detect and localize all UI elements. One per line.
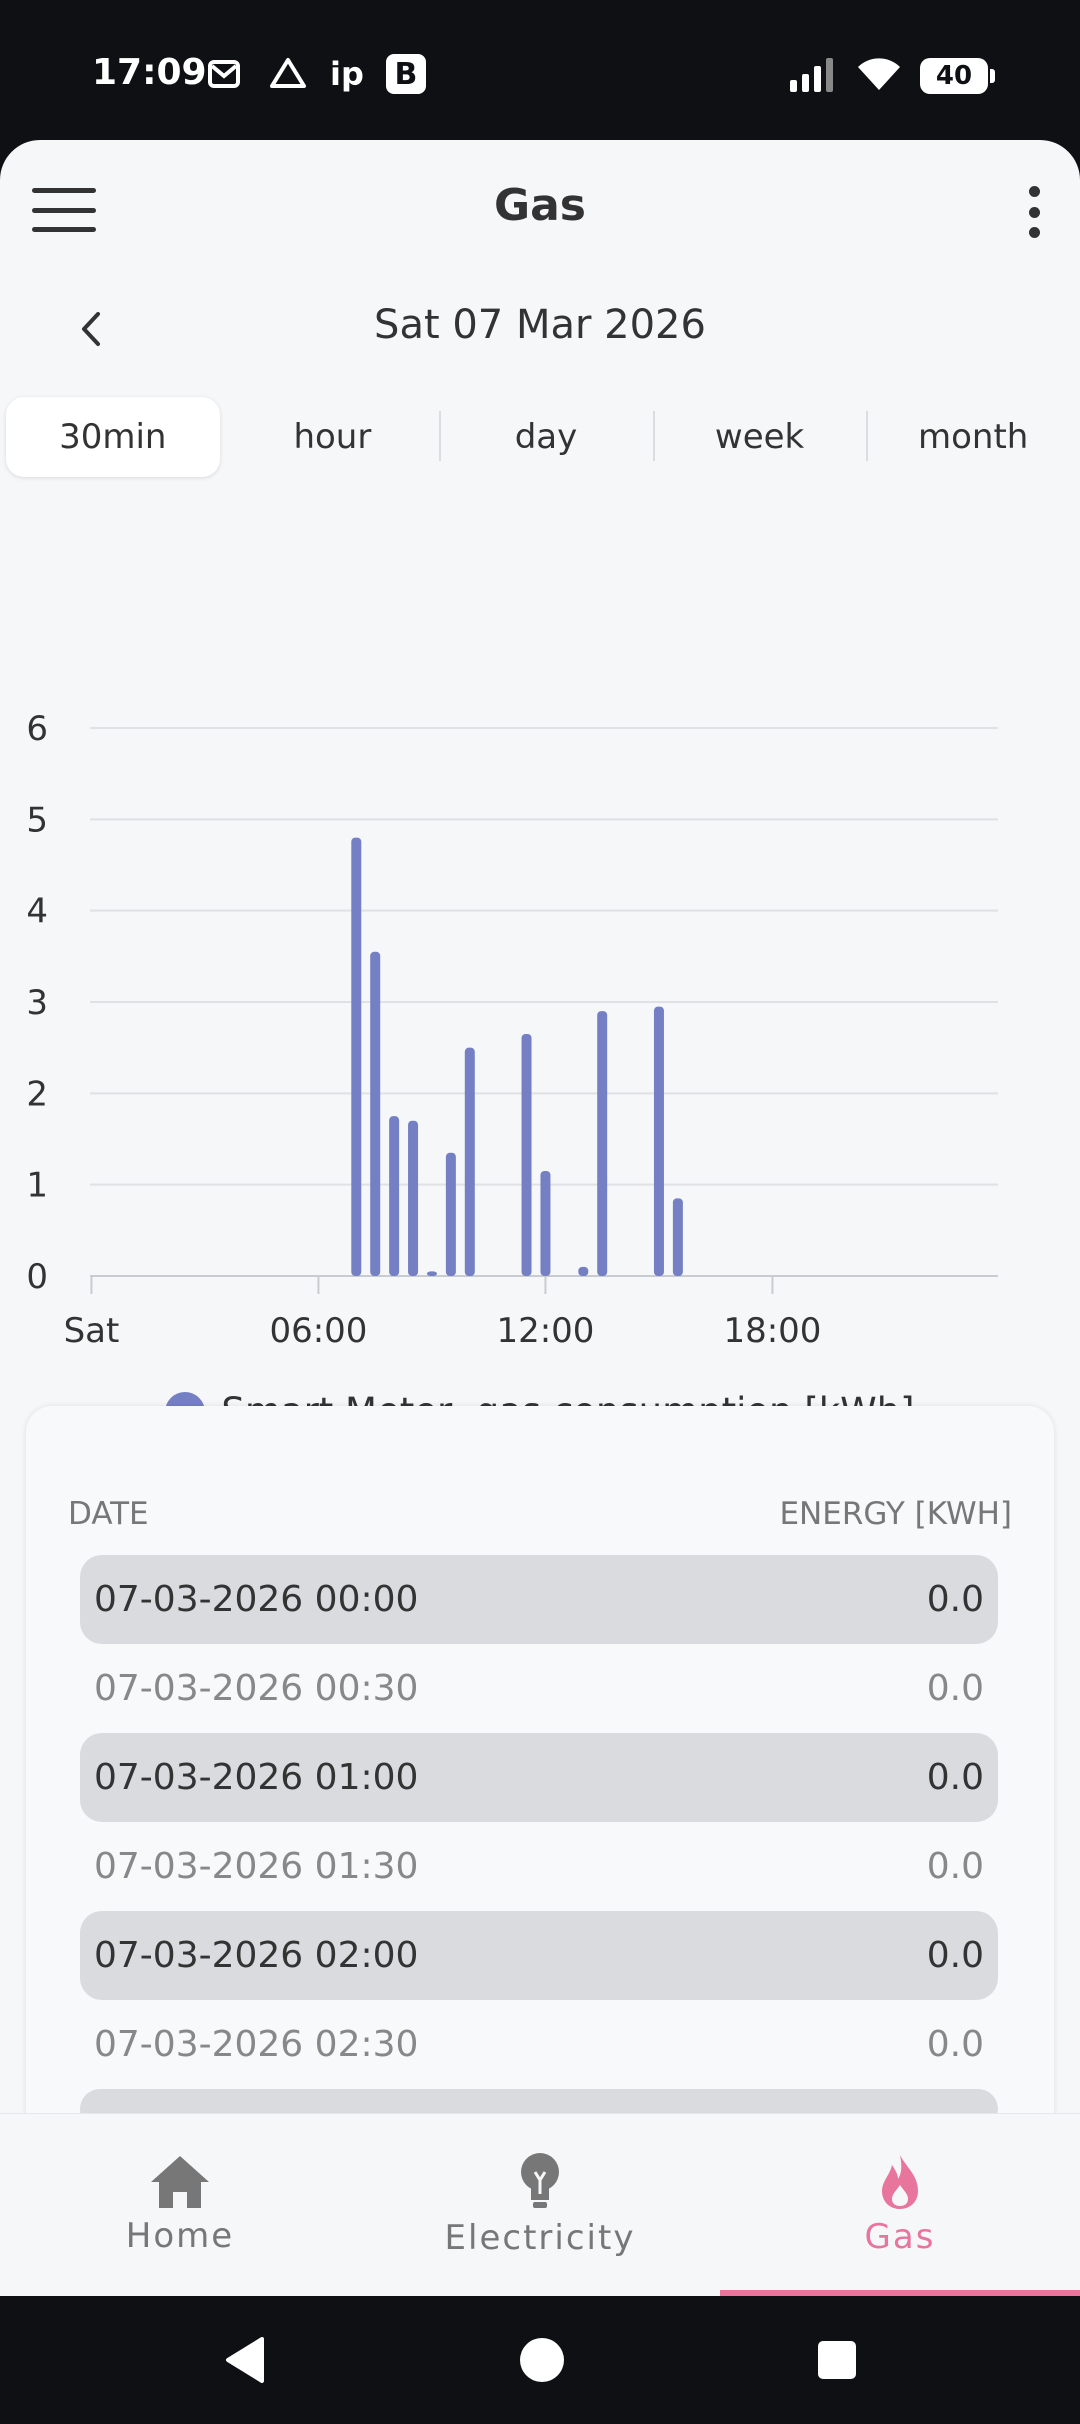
y-tick-label: 2 (26, 1074, 48, 1114)
period-week[interactable]: week (652, 395, 867, 479)
row-energy: 0.0 (926, 1668, 984, 1709)
home-icon (151, 2156, 209, 2208)
bar-11:30[interactable] (521, 1033, 532, 1276)
period-month[interactable]: month (866, 395, 1080, 479)
row-date: 07-03-2026 02:00 (94, 1935, 419, 1976)
row-energy: 0.0 (926, 1579, 984, 1620)
bulb-icon (521, 2153, 559, 2208)
system-navigation-bar (0, 2296, 1080, 2424)
nav-home[interactable]: Home (0, 2114, 360, 2296)
y-tick-label: 4 (26, 892, 48, 932)
bar-10:00[interactable] (464, 1047, 475, 1276)
y-tick-label: 3 (26, 983, 48, 1023)
chevron-left-icon (82, 312, 100, 346)
bar-13:30[interactable] (597, 1011, 608, 1276)
nav-home-label: Home (125, 2216, 235, 2256)
previous-date-button[interactable] (70, 304, 110, 354)
row-date: 07-03-2026 01:30 (94, 1846, 419, 1887)
status-left-icons: ip B (206, 54, 426, 94)
top-app-bar: Gas (0, 140, 1080, 280)
back-triangle-icon[interactable] (222, 2335, 268, 2385)
status-time: 17:09 (92, 52, 207, 93)
table-row[interactable]: 07-03-2026 00:00 0.0 (80, 1555, 998, 1644)
table-row[interactable]: 07-03-2026 01:30 0.0 (80, 1822, 998, 1911)
row-date: 07-03-2026 00:00 (94, 1579, 419, 1620)
nav-electricity[interactable]: Electricity (360, 2114, 720, 2296)
nav-gas[interactable]: Gas (720, 2114, 1080, 2296)
page-title: Gas (494, 180, 586, 231)
period-hour[interactable]: hour (293, 417, 372, 457)
battery-icon: 40 (920, 58, 995, 94)
bar-13:00[interactable] (578, 1266, 589, 1276)
table-row[interactable]: 07-03-2026 01:00 0.0 (80, 1733, 998, 1822)
y-tick-label: 6 (26, 709, 48, 749)
bar-09:30[interactable] (445, 1152, 456, 1276)
gas-consumption-chart: 0 1 2 3 4 5 6 Sat 06:00 12:00 18:00 (26, 709, 998, 1351)
x-tick-label: 12:00 (496, 1311, 594, 1351)
bar-07:00[interactable] (351, 837, 362, 1276)
bottom-navigation: Home Electricity Gas (0, 2113, 1080, 2296)
table-row[interactable]: 07-03-2026 02:30 0.0 (80, 2000, 998, 2089)
bar-12:00[interactable] (540, 1170, 551, 1276)
row-date: 07-03-2026 02:30 (94, 2024, 419, 2065)
row-energy: 0.0 (926, 1935, 984, 1976)
table-row[interactable]: 07-03-2026 02:00 0.0 (80, 1911, 998, 2000)
bar-08:00[interactable] (389, 1116, 400, 1276)
x-tick-label: Sat (64, 1311, 120, 1351)
table-body: 07-03-2026 00:00 0.0 07-03-2026 00:30 0.… (80, 1555, 998, 2129)
flame-icon (882, 2155, 918, 2209)
date-navigator: Sat 07 Mar 2026 (0, 290, 1080, 370)
b-icon: B (385, 54, 426, 94)
period-day[interactable]: day (439, 395, 653, 479)
recents-square-icon[interactable] (816, 2339, 858, 2381)
y-tick-label: 0 (26, 1257, 48, 1297)
y-tick-label: 5 (26, 800, 48, 840)
hamburger-menu-icon[interactable] (32, 188, 96, 232)
row-energy: 0.0 (926, 1757, 984, 1798)
row-date: 07-03-2026 01:00 (94, 1757, 419, 1798)
row-energy: 0.0 (926, 2024, 984, 2065)
status-right-icons: 40 (790, 56, 995, 96)
bar-07:30[interactable] (370, 951, 381, 1276)
gmail-icon (206, 54, 246, 94)
status-bar: 17:09 ip B 40 (0, 0, 1080, 152)
ip-icon: ip (330, 55, 364, 93)
row-energy: 0.0 (926, 1846, 984, 1887)
bar-09:00[interactable] (426, 1271, 437, 1276)
bar-08:30[interactable] (408, 1120, 419, 1276)
nav-gas-label: Gas (864, 2217, 936, 2257)
wifi-icon (856, 56, 902, 96)
col-date-header: DATE (68, 1496, 149, 1532)
x-tick-label: 06:00 (269, 1311, 367, 1351)
row-date: 07-03-2026 00:30 (94, 1668, 419, 1709)
col-energy-header: ENERGY [KWH] (779, 1496, 1012, 1532)
home-circle-icon[interactable] (518, 2336, 566, 2384)
bar-15:00[interactable] (653, 1006, 664, 1276)
x-tick-label: 18:00 (723, 1311, 821, 1351)
overflow-menu-icon[interactable] (1026, 186, 1042, 238)
y-tick-label: 1 (26, 1166, 48, 1206)
signal-icon (790, 56, 838, 96)
period-selector: 30min hour day week month (0, 395, 1080, 479)
period-30min[interactable]: 30min (6, 397, 220, 477)
nav-electricity-label: Electricity (444, 2218, 636, 2258)
drive-icon (268, 54, 308, 94)
bar-15:30[interactable] (672, 1198, 683, 1276)
current-date: Sat 07 Mar 2026 (374, 302, 706, 348)
table-header: DATE ENERGY [KWH] (68, 1496, 1012, 1532)
table-row[interactable]: 07-03-2026 00:30 0.0 (80, 1644, 998, 1733)
